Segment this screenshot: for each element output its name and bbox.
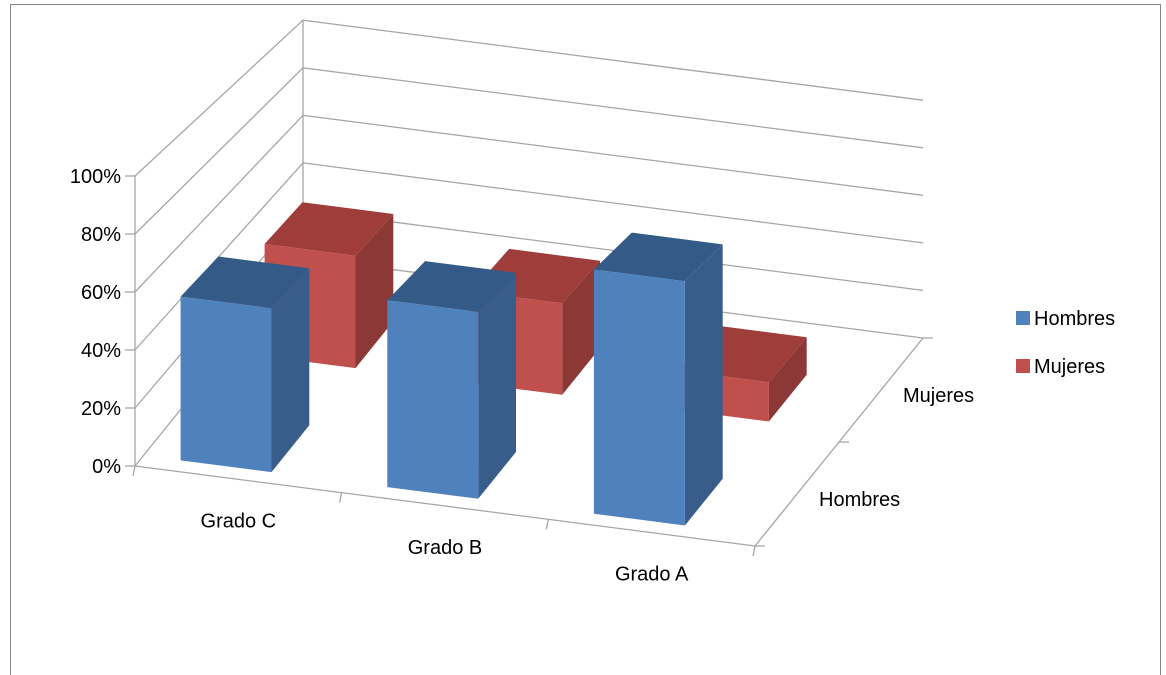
bar-side: [562, 260, 600, 395]
bar-top: [180, 256, 310, 309]
bar-hombres-grado-b: [387, 261, 516, 499]
depth-label-mujeres: Mujeres: [903, 385, 974, 407]
bar-front: [593, 269, 685, 526]
bar-hombres-grado-c: [180, 256, 310, 473]
bar-front: [387, 300, 479, 499]
bar-side: [478, 272, 516, 499]
bar-top: [593, 232, 723, 282]
y-tick-label-0: 0%: [92, 456, 121, 478]
bar-top: [264, 202, 394, 256]
legend-label-mujeres: Mujeres: [1034, 356, 1105, 378]
gridline-100: [134, 19, 924, 177]
category-axis: [134, 465, 756, 547]
axis-labels: 0% 20% 40% 60% 80% 100% Grado C Grado B Grado A H…: [70, 166, 974, 586]
legend-label-hombres: Hombres: [1034, 308, 1115, 330]
legend: Hombres Mujeres: [1016, 308, 1115, 378]
chart-border: [10, 4, 1161, 675]
category-tick-mark: [752, 545, 756, 557]
y-tick-label-80: 80%: [81, 224, 121, 246]
depth-label-hombres: Hombres: [819, 489, 900, 511]
bar-hombres-grado-a: [593, 232, 723, 526]
axes: [125, 20, 933, 557]
y-tick-label-60: 60%: [81, 282, 121, 304]
bar-front: [180, 296, 272, 473]
category-tick-mark: [545, 519, 549, 530]
gridline-80: [134, 67, 924, 235]
category-tick-mark: [339, 492, 343, 503]
category-label-grado-b: Grado B: [408, 537, 482, 559]
legend-swatch-mujeres: [1016, 359, 1030, 373]
bars: [180, 202, 807, 526]
bar-side: [271, 268, 310, 473]
category-tick-mark: [132, 465, 136, 477]
legend-swatch-hombres: [1016, 311, 1030, 325]
y-tick-label-20: 20%: [81, 398, 121, 420]
bar-side: [768, 337, 807, 422]
bar-top: [387, 261, 516, 312]
y-tick-label-100: 100%: [70, 166, 121, 188]
bar-side: [684, 244, 723, 526]
category-label-grado-a: Grado A: [615, 564, 689, 586]
category-label-grado-c: Grado C: [201, 510, 277, 532]
y-tick-label-40: 40%: [81, 340, 121, 362]
bar-side: [355, 214, 394, 369]
